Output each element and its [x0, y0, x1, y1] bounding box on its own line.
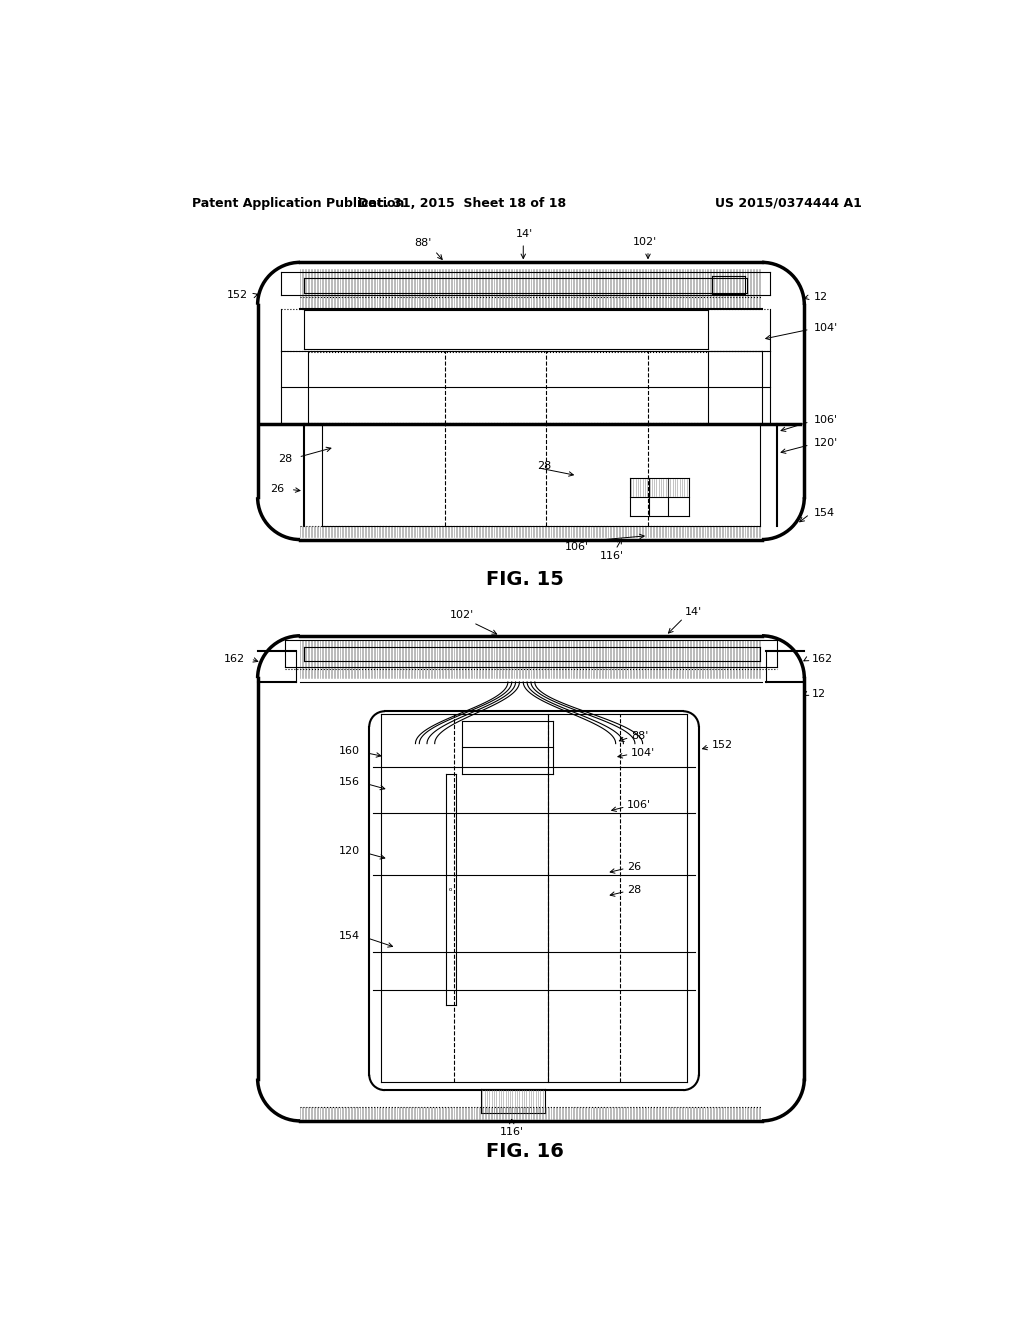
Text: 162: 162: [812, 653, 834, 664]
Text: 106': 106': [814, 416, 839, 425]
Text: 14': 14': [685, 607, 702, 616]
Text: 14': 14': [516, 230, 534, 239]
Text: 120: 120: [339, 846, 360, 857]
Text: 12: 12: [812, 689, 826, 698]
Text: 106': 106': [628, 800, 651, 810]
Text: 26: 26: [270, 484, 285, 495]
Text: 102': 102': [450, 610, 474, 620]
Text: 104': 104': [814, 323, 839, 333]
Text: 160: 160: [339, 746, 360, 756]
Text: 154: 154: [814, 508, 836, 517]
Text: 28: 28: [628, 884, 641, 895]
Text: 154: 154: [339, 931, 360, 941]
Text: Patent Application Publication: Patent Application Publication: [193, 197, 404, 210]
Text: 156: 156: [339, 777, 360, 787]
Text: FIG. 16: FIG. 16: [485, 1143, 564, 1162]
Text: 12: 12: [814, 292, 828, 302]
Text: US 2015/0374444 A1: US 2015/0374444 A1: [715, 197, 862, 210]
Text: 28: 28: [278, 454, 292, 463]
Text: 152: 152: [712, 741, 733, 750]
Text: 102': 102': [633, 238, 657, 247]
Text: 88': 88': [631, 731, 648, 741]
Text: 28: 28: [538, 462, 551, 471]
Text: Dec. 31, 2015  Sheet 18 of 18: Dec. 31, 2015 Sheet 18 of 18: [357, 197, 565, 210]
Text: 152: 152: [226, 290, 248, 301]
Text: 88': 88': [415, 239, 432, 248]
Text: 120': 120': [814, 438, 839, 449]
Text: 162: 162: [223, 653, 245, 664]
Text: 106': 106': [565, 543, 589, 552]
Text: o: o: [450, 887, 453, 892]
Text: 26: 26: [628, 862, 641, 871]
Text: 116': 116': [500, 1127, 523, 1137]
Text: 104': 104': [631, 748, 655, 758]
Text: 116': 116': [600, 552, 624, 561]
Text: FIG. 15: FIG. 15: [485, 570, 564, 589]
